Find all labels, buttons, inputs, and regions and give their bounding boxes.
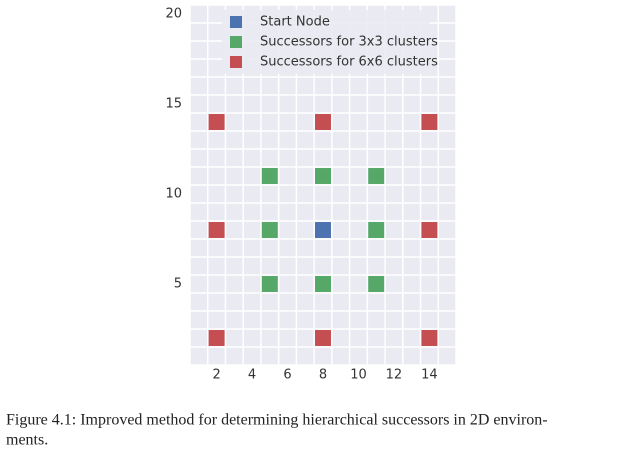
caption-line: ments. xyxy=(6,432,48,449)
legend-label: Successors for 6x6 clusters xyxy=(260,55,438,70)
marker xyxy=(208,114,225,130)
legend-label: Successors for 3x3 clusters xyxy=(260,35,438,50)
marker xyxy=(261,222,278,238)
marker xyxy=(421,114,438,130)
marker xyxy=(421,222,438,238)
marker xyxy=(261,276,278,292)
y-tick-label: 5 xyxy=(174,277,182,292)
x-tick-label: 14 xyxy=(421,368,438,383)
marker xyxy=(315,168,331,184)
legend-swatch xyxy=(230,36,242,48)
y-tick-label: 15 xyxy=(165,97,182,112)
x-tick-label: 8 xyxy=(319,368,327,383)
x-tick-label: 2 xyxy=(212,368,220,383)
x-tick-label: 4 xyxy=(248,368,256,383)
x-tick-label: 10 xyxy=(350,368,367,383)
marker xyxy=(208,330,225,346)
x-tick-label: 12 xyxy=(386,368,403,383)
marker xyxy=(368,222,385,238)
caption-line: Figure 4.1: Improved method for determin… xyxy=(6,412,548,429)
y-tick-label: 10 xyxy=(165,187,182,202)
marker xyxy=(315,330,331,346)
y-tick-label: 20 xyxy=(165,7,182,22)
legend-label: Start Node xyxy=(260,15,330,30)
marker xyxy=(315,222,331,238)
legend-box xyxy=(222,10,430,74)
marker xyxy=(208,222,225,238)
marker xyxy=(421,330,438,346)
legend-swatch xyxy=(230,16,242,28)
marker xyxy=(368,276,385,292)
marker xyxy=(368,168,385,184)
x-tick-label: 6 xyxy=(283,368,291,383)
marker xyxy=(261,168,278,184)
marker xyxy=(315,276,331,292)
marker xyxy=(315,114,331,130)
legend-swatch xyxy=(230,56,242,68)
